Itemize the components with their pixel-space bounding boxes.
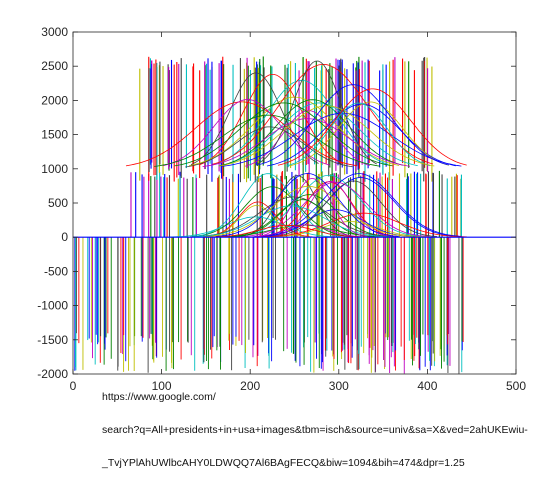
- upper-bell-curve: [286, 102, 431, 167]
- y-tick-label: 3000: [41, 25, 68, 39]
- x-tick-label: 300: [329, 379, 349, 393]
- bell-curve: [266, 221, 432, 238]
- y-tick-label: 1000: [41, 162, 68, 176]
- series-layer: [73, 56, 516, 374]
- y-tick-label: -500: [44, 264, 68, 278]
- axes-layer: -2000-1500-1000-500050010001500200025003…: [37, 25, 526, 393]
- upper-bell-curve: [218, 105, 435, 167]
- url-overlay: https://www.google.com/ search?q=All+pre…: [102, 370, 552, 480]
- bell-curve: [243, 224, 369, 238]
- upper-bell-curve: [257, 84, 449, 166]
- central-bell-curves: [125, 60, 468, 238]
- bell-curve: [190, 205, 390, 238]
- upper-bell-curve: [162, 99, 331, 167]
- x-tick-label: 400: [417, 379, 437, 393]
- upper-bell-curve: [277, 88, 467, 166]
- bell-curve: [192, 196, 395, 238]
- bell-curve: [192, 173, 342, 237]
- url-line-1: https://www.google.com/: [102, 391, 216, 403]
- upper-bell-curve: [190, 72, 319, 165]
- bell-curve: [205, 224, 366, 238]
- x-tick-label: 100: [152, 379, 172, 393]
- y-tick-label: 0: [61, 230, 68, 244]
- negative-spikes: [74, 237, 464, 374]
- url-line-3: _TvjYPlAhUWlbcAHY0LDWQQ7Al6BAgFECQ&biw=1…: [102, 457, 465, 469]
- x-tick-label: 200: [240, 379, 260, 393]
- upper-bell-curve: [154, 114, 381, 167]
- bell-curve: [238, 175, 354, 237]
- upper-bell-curve: [185, 126, 353, 168]
- upper-bell-curve: [125, 101, 358, 167]
- y-tick-label: -1000: [37, 299, 68, 313]
- mid-plateau-traces: [130, 170, 462, 238]
- y-tick-label: -1500: [37, 333, 68, 347]
- y-tick-label: -2000: [37, 367, 68, 381]
- bell-curve: [203, 185, 414, 237]
- bell-curve: [233, 175, 423, 237]
- upper-bell-curve: [218, 102, 418, 167]
- url-line-2: search?q=All+presidents+in+usa+images&tb…: [102, 424, 528, 436]
- upper-bell-curve: [244, 110, 370, 167]
- bell-curve: [269, 180, 392, 237]
- x-tick-label: 500: [506, 379, 526, 393]
- upper-bell-curve: [174, 102, 393, 167]
- x-tick-label: 0: [70, 379, 77, 393]
- bell-curve: [255, 177, 368, 237]
- y-tick-label: 2000: [41, 93, 68, 107]
- bell-curve: [259, 212, 468, 238]
- bell-curve: [190, 186, 353, 237]
- upper-bell-curve: [219, 99, 404, 167]
- upper-bell-curve: [256, 60, 377, 165]
- bell-curve: [169, 216, 341, 238]
- bell-curve: [269, 180, 438, 237]
- bell-curve: [231, 199, 373, 238]
- y-tick-label: 2500: [41, 59, 68, 73]
- upper-bell-curve: [202, 118, 410, 167]
- line-chart: -2000-1500-1000-500050010001500200025003…: [37, 25, 526, 393]
- bell-curve: [215, 173, 399, 237]
- y-tick-label: 1500: [41, 128, 68, 142]
- bell-curve: [203, 201, 313, 238]
- y-tick-label: 500: [48, 196, 68, 210]
